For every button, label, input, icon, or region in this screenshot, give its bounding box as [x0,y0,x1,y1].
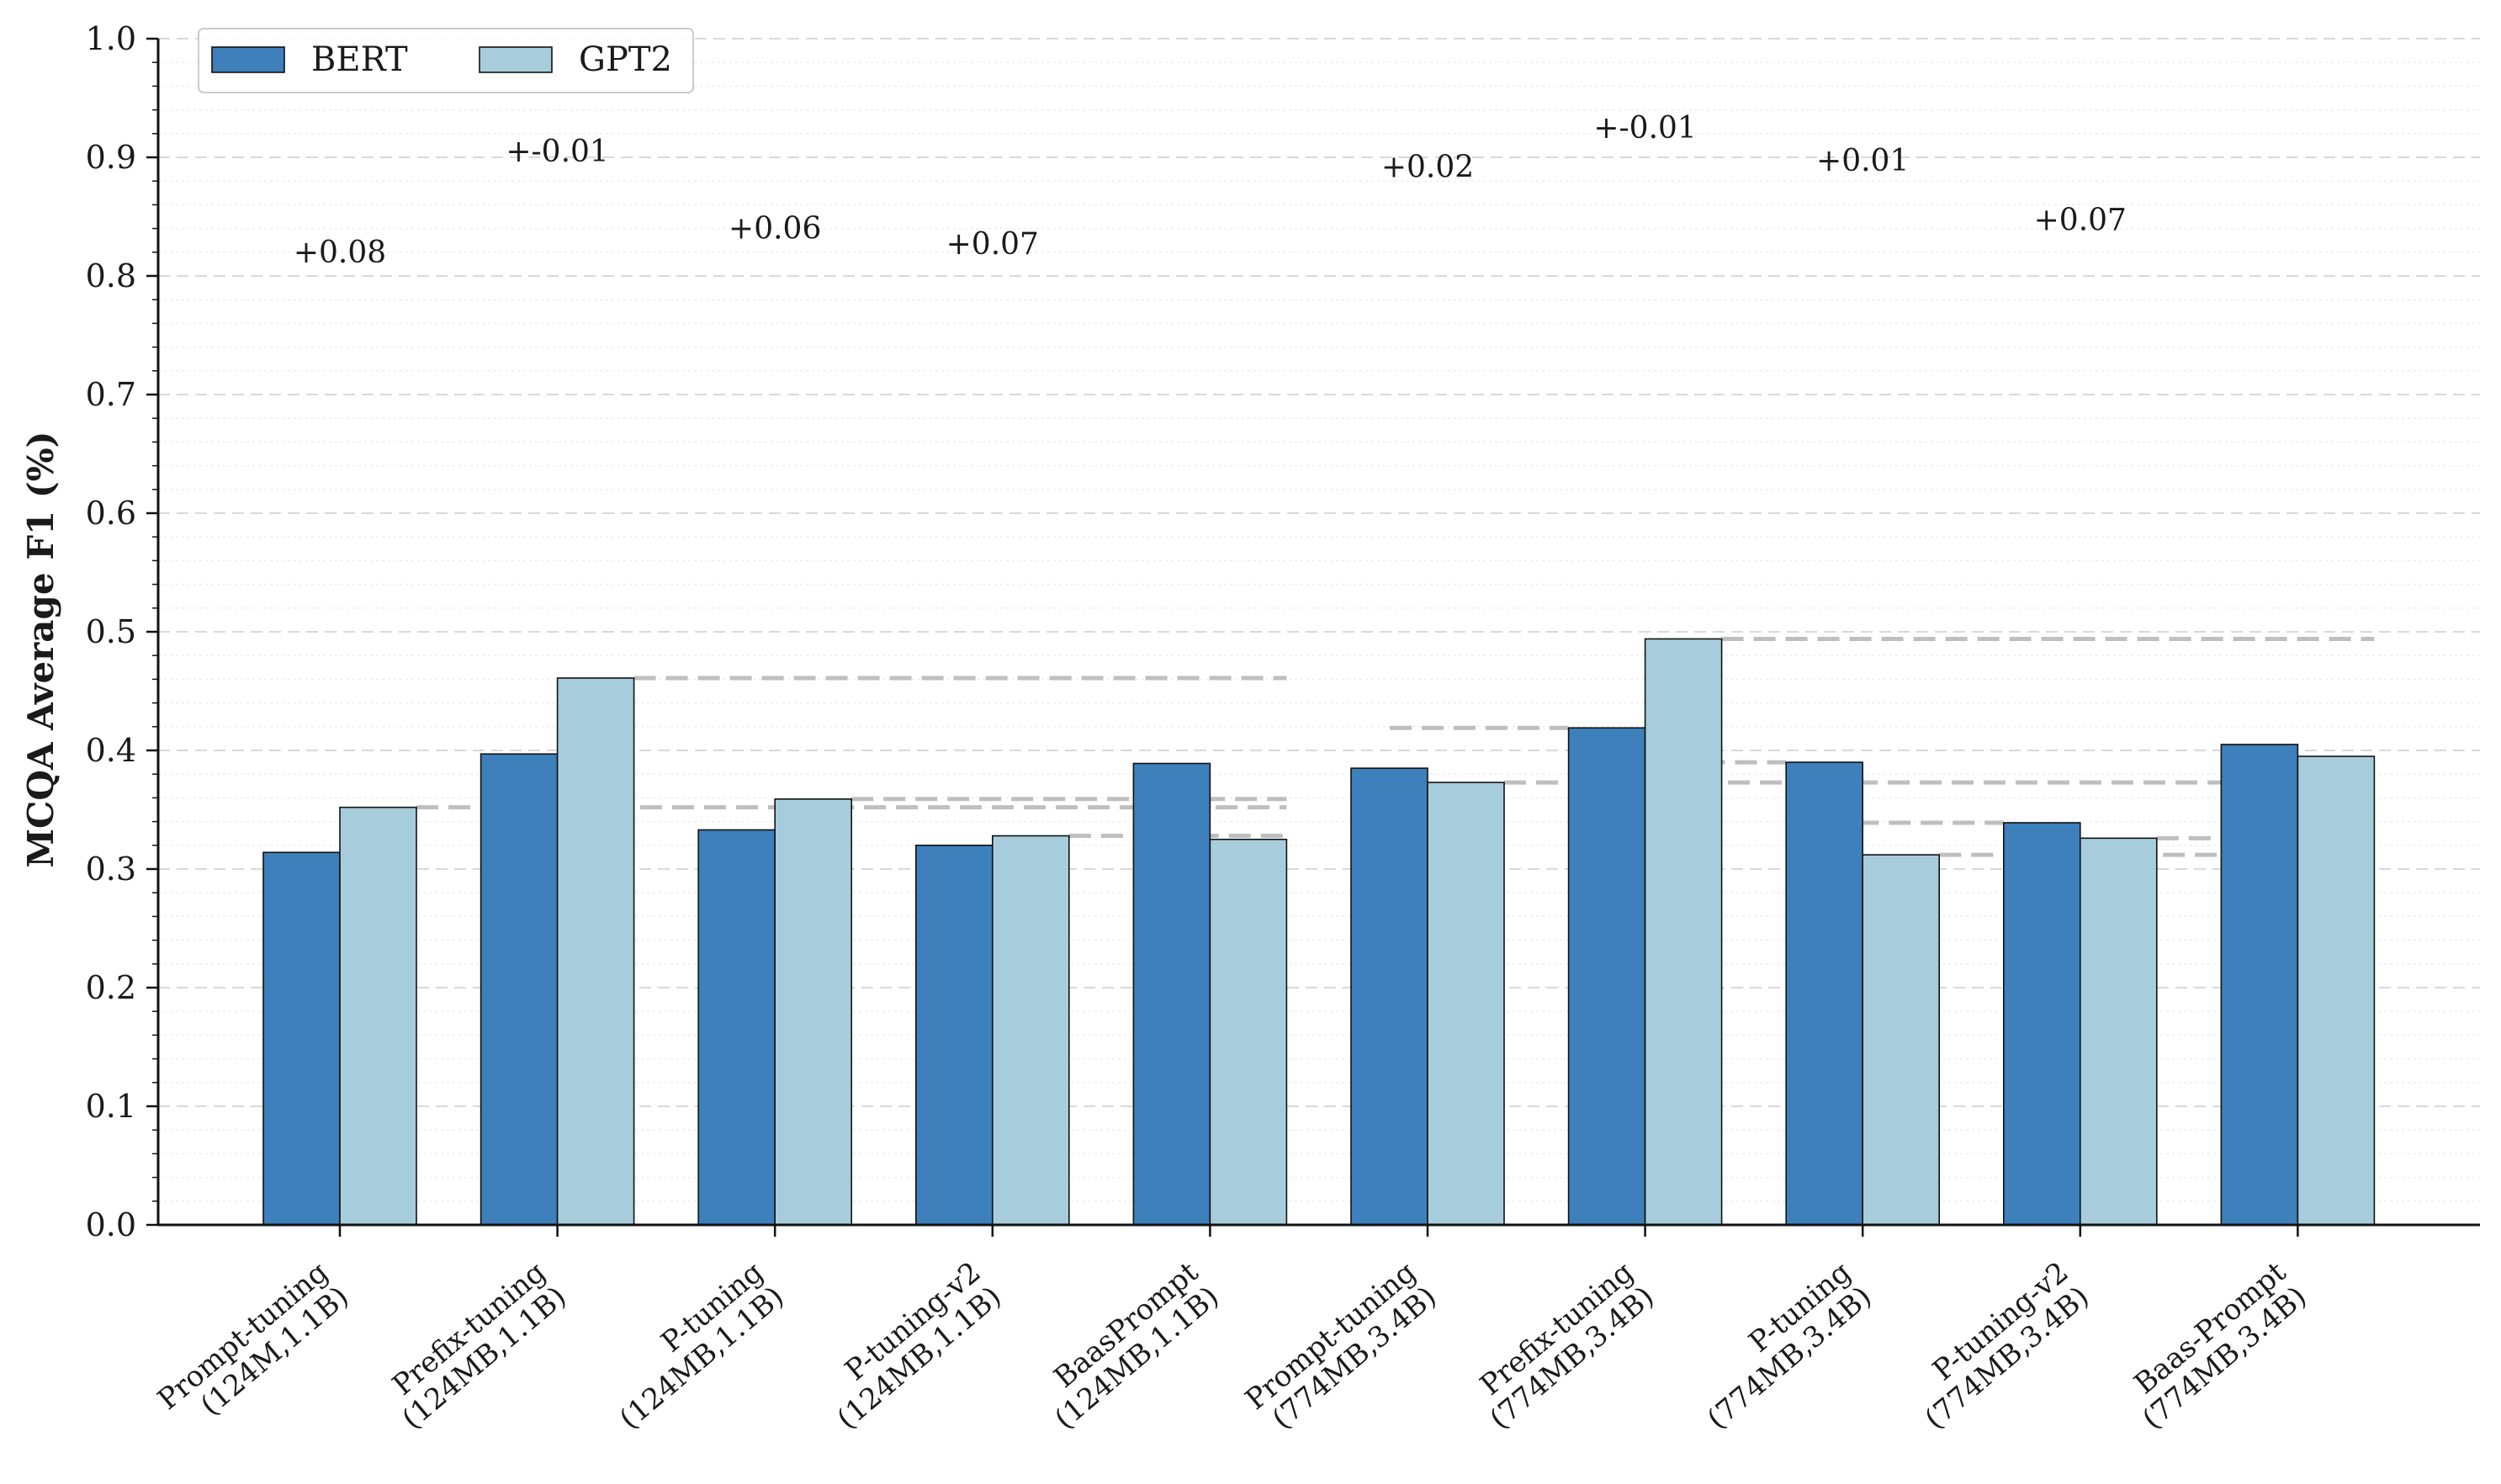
legend-swatch-gpt2 [479,46,553,73]
x-tick-label: P-tuning(124MB,1.1B) [593,1255,791,1436]
bar-gpt2 [774,798,853,1226]
y-tick-label: 0.6 [86,495,136,532]
x-tick-label: Baas-Prompt(774MB,3.4B) [2116,1255,2313,1436]
legend: BERT GPT2 [198,28,694,93]
x-tick-label: BaasPrompt(124MB,1.1B) [1028,1255,1226,1436]
y-tick-label: 0.9 [86,139,136,176]
bar-gpt2 [1209,838,1288,1226]
x-tick-label: P-tuning-v2(124MB,1.1B) [810,1255,1008,1436]
x-tick-label: P-tuning-v2(774MB,3.4B) [1898,1255,2096,1436]
bar-bert [480,753,559,1226]
bar-gpt2 [2297,755,2376,1226]
bar-gpt2 [1427,782,1505,1226]
y-tick-label: 0.8 [86,257,136,294]
bar-gpt2 [2080,837,2158,1226]
bar-bert [2003,822,2081,1226]
x-tick-label: P-tuning(774MB,3.4B) [1681,1255,1878,1436]
x-tick-label: Prefix-tuning(124MB,1.1B) [375,1255,573,1436]
bar-gpt2 [1862,854,1940,1226]
difference-label: +0.02 [1381,150,1474,184]
legend-label-bert: BERT [311,40,408,79]
bar-gpt2 [556,677,635,1226]
grid-lines [158,38,2480,1202]
legend-label-gpt2: GPT2 [579,40,672,79]
x-tick-label: Prompt-tuning(774MB,3.4B) [1239,1255,1443,1441]
x-tick-label: Prompt-tuning(124M,1.1B) [151,1255,355,1441]
difference-label: +0.07 [946,227,1039,262]
bar-bert [697,829,776,1226]
bar-gpt2 [339,806,417,1226]
y-tick-label: 0.4 [86,732,136,769]
bars [262,638,2376,1226]
difference-label: +0.01 [1816,144,1909,178]
bar-bert [2220,744,2299,1226]
bar-bert [1567,727,1646,1226]
x-tick-label: Prefix-tuning(774MB,3.4B) [1463,1255,1661,1436]
y-tick-label: 0.1 [86,1088,136,1125]
y-axis-label: MCQA Average F1 (%) [20,431,61,867]
bar-bert [1350,767,1428,1226]
y-tick-label: 1.0 [86,20,136,57]
y-tick-label: 0.5 [86,613,136,650]
y-tick-label: 0.7 [86,376,136,413]
bar-bert [262,851,341,1226]
bar-bert [1132,762,1211,1226]
difference-label: +0.06 [729,212,821,246]
bar-bert [1785,761,1863,1226]
difference-label: +0.07 [2034,204,2127,238]
difference-label: +-0.01 [506,135,608,169]
bar-bert [915,844,994,1226]
y-tick-label: 0.0 [86,1206,136,1243]
legend-box [198,28,694,93]
difference-annotations: +0.08 +-0.01 +0.06 +0.07 +0.02 +-0.01 +0.01 +0.… [294,111,2127,270]
legend-swatch-bert [211,46,285,73]
y-tick-label: 0.2 [86,969,136,1006]
bar-gpt2 [1644,638,1723,1226]
y-tick-label: 0.3 [86,851,136,888]
bar-gpt2 [992,835,1070,1226]
difference-label: +0.08 [294,236,386,270]
difference-label: +-0.01 [1593,111,1696,146]
